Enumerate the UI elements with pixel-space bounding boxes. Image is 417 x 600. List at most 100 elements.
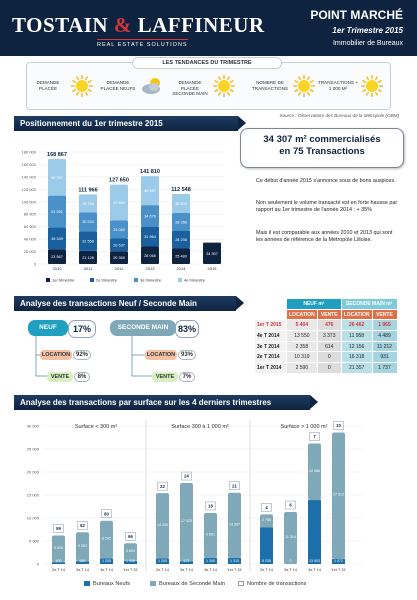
cell: 2 358: [286, 340, 318, 353]
bar-value-label: 28 356: [175, 220, 187, 224]
sm-vente-label: VENTE: [152, 372, 178, 382]
brand-ampersand: &: [113, 13, 132, 37]
legend-swatch-seconde: [150, 581, 156, 587]
y-tick-label: 40 000: [24, 237, 37, 242]
neuf-location-percent: 92%: [73, 350, 91, 360]
count-label: 80: [104, 511, 109, 516]
count-label: 10: [336, 423, 341, 428]
section-title-positioning: Positionnement du 1er trimestre 2015: [14, 116, 246, 131]
bar-segment: [141, 205, 159, 227]
bar-segment: [172, 212, 190, 231]
legend-label: 2e trimestre: [96, 278, 118, 283]
seconde-main-percent: 83%: [175, 320, 199, 338]
bar-value-label: 572: [184, 559, 190, 563]
neuf-location-label: LOCATION: [40, 350, 72, 360]
bar-seconde-main: [204, 512, 217, 559]
trend-item: DEMANDE PLACÉE NEUFS: [98, 72, 168, 108]
cell: 5 404: [286, 319, 318, 332]
bar-value-label: 1 205: [102, 559, 111, 563]
report-title: POINT MARCHÉ: [310, 8, 403, 22]
group-title: Surface < 300 m²: [75, 424, 118, 430]
cell: 1 965: [371, 319, 398, 332]
count-label: 66: [128, 534, 133, 539]
x-tick-label: 2014: [177, 266, 187, 271]
legend-label: 4e trimestre: [184, 278, 206, 283]
surface-transactions-chart: 0 5 000 10 000 15 000 20 000 25 000 30 000 Surf…: [27, 420, 362, 572]
bar-value-label: 20 369: [113, 256, 125, 260]
y-tick-label: 80 000: [24, 212, 37, 217]
y-tick-label: 0: [34, 262, 37, 267]
bar-segment: [79, 250, 97, 264]
section-title-new-vs-used: Analyse des transactions Neuf / Seconde …: [14, 296, 244, 311]
bar-value-label: 21 128: [82, 256, 94, 260]
cell: 16 318: [340, 351, 373, 364]
bar-value-label: 2 765: [262, 518, 271, 522]
bar-segment: [79, 212, 97, 232]
y-tick-label: 100 000: [22, 199, 37, 204]
sun-icon: [361, 75, 383, 97]
transactions-table: NEUF m² SECONDE MAIN m² LOCATION VENTE L…: [254, 298, 398, 374]
y-tick-label: 20 000: [24, 249, 37, 254]
cell: 4 489: [371, 330, 398, 342]
count-box: [53, 524, 64, 533]
bar-segment: [172, 248, 190, 264]
bar-seconde-main: [76, 532, 89, 562]
count-box: [309, 432, 320, 441]
bar-seconde-main: [228, 492, 241, 559]
y-tick-label: 160 000: [22, 162, 37, 167]
table-corner: [254, 298, 287, 310]
bar-seconde-main: [284, 512, 297, 564]
trends-title: LES TENDANCES DU TRIMESTRE: [132, 57, 282, 69]
y-tick-label: 5 000: [29, 539, 40, 544]
paragraph-intro: Ce début d'année 2015 s'annonce sous de …: [256, 178, 396, 184]
bar-total-label: 112 548: [171, 187, 191, 193]
source-note: Source : Observatoire des Bureaux de la …: [279, 113, 400, 118]
legend-label-neufs: Bureaux Neufs: [93, 581, 131, 587]
legend-swatch: [134, 278, 138, 282]
x-tick-label: 2e T 14: [52, 568, 65, 572]
count-label: 22: [160, 484, 165, 489]
bar-neufs: [204, 558, 217, 564]
sun-icon: [71, 75, 93, 97]
trend-label: NOMBRE DE TRANSACTIONS: [252, 80, 288, 91]
bar-value-label: 31 964: [144, 235, 156, 239]
count-box: [125, 532, 136, 541]
bar-value-label: 25 480: [175, 255, 187, 259]
bar-neufs: [180, 561, 193, 564]
bar-segment: [141, 176, 159, 206]
count-label: 62: [80, 523, 85, 528]
bar-value-label: 35 349: [51, 237, 63, 241]
y-tick-label: 25 000: [27, 447, 40, 452]
bar-value-label: 1 200: [158, 559, 167, 563]
seconde-main-label: SECONDE MAIN: [110, 320, 176, 336]
y-tick-label: 120 000: [22, 187, 37, 192]
bar-seconde-main: [100, 520, 113, 559]
cell: 2 590: [286, 362, 318, 374]
count-label: 4: [265, 505, 268, 510]
x-tick-label: 3e T 14: [180, 568, 193, 572]
y-tick-label: 0: [37, 562, 40, 567]
bar-value-label: 46 467: [144, 189, 156, 193]
y-tick-label: 180 000: [22, 150, 37, 155]
x-tick-label: 3e T 14: [76, 568, 89, 572]
bar-segment: [79, 231, 97, 251]
bar-value-label: 400: [56, 559, 62, 563]
legend-neufs: Bureaux Neufs: [84, 581, 130, 587]
count-label: 24: [184, 474, 189, 479]
table-row: 4e T 2014 13 550 3 373 11 958 4 489: [254, 330, 398, 342]
legend-label-nombre: Nombre de transactions: [247, 581, 307, 587]
report-subtitle: Immobilier de Bureaux: [332, 40, 403, 47]
y-tick-label: 30 000: [27, 424, 40, 429]
bar-seconde-main: [180, 483, 193, 562]
trend-label: DEMANDE PLACÉE: [36, 80, 60, 91]
cell: 476: [316, 319, 342, 332]
brand-name-a: TOSTAIN: [12, 13, 109, 37]
kpi-transactions: en 75 Transactions: [279, 146, 365, 157]
cell: 13 550: [286, 330, 318, 342]
legend-swatch: [46, 278, 50, 282]
bar-value-label: 51 051: [51, 210, 63, 214]
bar-segment: [48, 158, 66, 196]
bar-value-label: 9 831: [206, 532, 215, 536]
table-row: 2e T 2014 10 319 0 16 318 931: [254, 351, 398, 364]
group-title: Surface > 1 000 m²: [281, 424, 328, 430]
